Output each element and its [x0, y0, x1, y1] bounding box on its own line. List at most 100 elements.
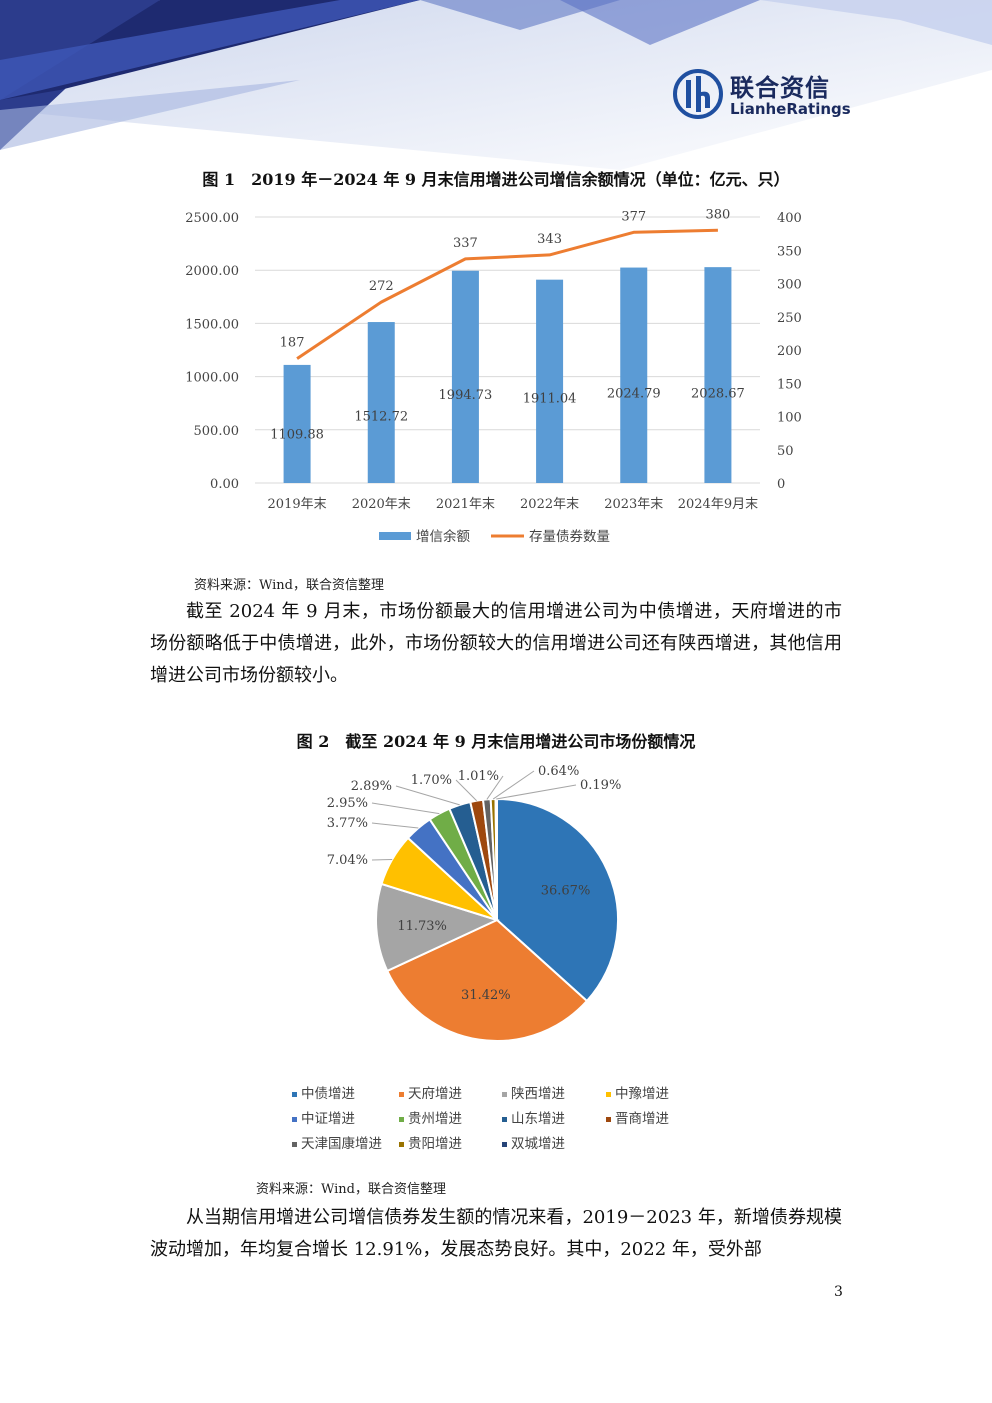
figure2-source: 资料来源：Wind，联合资信整理	[256, 1182, 446, 1197]
legend-label: 天津国康增进	[301, 1136, 382, 1152]
pie-slice-label: 2.95%	[327, 796, 368, 811]
bar-data-label: 1911.04	[523, 392, 577, 407]
legend-swatch	[606, 1116, 611, 1122]
line-data-label: 343	[537, 232, 562, 247]
line-data-label: 380	[706, 207, 731, 222]
pie-slice-label: 7.04%	[327, 853, 368, 868]
legend-item: 贵州增进	[399, 1107, 462, 1127]
legend-item: 山东增进	[502, 1107, 565, 1127]
pie-slice	[385, 918, 589, 1042]
legend-label-line: 存量债券数量	[529, 529, 610, 545]
x-axis-tick-label: 2019年末	[268, 497, 327, 512]
legend-label: 中证增进	[301, 1111, 355, 1127]
legend-swatch	[399, 1116, 404, 1122]
bar	[704, 267, 732, 483]
logo-mark-icon	[673, 69, 723, 119]
right-axis-tick-label: 200	[777, 344, 802, 359]
paragraph-1: 截至 2024 年 9 月末，市场份额最大的信用增进公司为中债增进，天府增进的市…	[150, 596, 842, 692]
legend-swatch	[292, 1091, 297, 1097]
bar	[536, 279, 564, 483]
legend-label-bar: 增信余额	[416, 528, 470, 545]
legend-item: 双城增进	[502, 1132, 565, 1152]
legend-swatch	[399, 1091, 404, 1097]
x-axis-tick-label: 2023年末	[604, 497, 663, 512]
legend-item: 天府增进	[399, 1082, 462, 1102]
bar	[367, 322, 395, 483]
line-series	[296, 228, 718, 360]
pie-slice-label: 2.89%	[351, 779, 392, 794]
left-axis-tick-label: 1000.00	[185, 371, 239, 386]
legend-label: 晋商增进	[615, 1111, 669, 1127]
line-data-label: 272	[369, 279, 394, 294]
pie-leader-line	[371, 802, 440, 815]
figure1-source: 资料来源：Wind，联合资信整理	[194, 578, 384, 593]
legend-swatch	[502, 1091, 507, 1097]
left-axis-tick-label: 1500.00	[185, 317, 239, 332]
legend-swatch	[292, 1116, 297, 1122]
bar	[283, 364, 311, 483]
pie-slice	[375, 882, 500, 973]
pie-leader-line	[486, 775, 504, 800]
header-banner	[0, 0, 992, 170]
legend-label: 中债增进	[301, 1086, 355, 1102]
legend-item: 中债增进	[292, 1082, 355, 1102]
right-axis-tick-label: 350	[777, 244, 802, 259]
pie-leader-line	[455, 779, 478, 802]
legend-item: 中豫增进	[606, 1082, 669, 1102]
legend-item: 贵阳增进	[399, 1132, 462, 1152]
pie-chart: 36.67% 31.42% 11.73% 7.04% 3.77% 2.95% 2.89% 1.…	[327, 764, 621, 1042]
legend-label: 中豫增进	[615, 1086, 669, 1102]
legend-item: 陕西增进	[502, 1082, 565, 1102]
legend-swatch	[502, 1141, 507, 1147]
pie-leader-line	[496, 784, 577, 800]
x-axis-tick-label: 2020年末	[352, 497, 411, 512]
line-data-label: 377	[621, 209, 646, 224]
bar-data-label: 2024.79	[607, 387, 661, 402]
legend-swatch	[502, 1116, 507, 1122]
legend-swatch-bar	[379, 532, 411, 540]
legend-label: 陕西增进	[511, 1086, 565, 1102]
pie-leader-line	[371, 822, 419, 829]
figure1-title: 图 1 2019 年－2024 年 9 月末信用增进公司增信余额情况（单位：亿元…	[202, 170, 790, 189]
legend-swatch	[399, 1141, 404, 1147]
legend-label: 双城增进	[511, 1136, 565, 1152]
legend-swatch	[606, 1091, 611, 1097]
pie-slice-label: 3.77%	[327, 816, 368, 831]
right-axis-tick-label: 150	[777, 377, 802, 392]
figure2-title: 图 2 截至 2024 年 9 月末信用增进公司市场份额情况	[296, 732, 696, 751]
right-axis-tick-label: 250	[777, 311, 802, 326]
pie-slice	[496, 797, 619, 1003]
bar-data-label: 1109.88	[270, 427, 324, 442]
bar-data-label: 1512.72	[354, 409, 408, 424]
pie-slice-label: 36.67%	[541, 883, 591, 898]
pie-slice-label: 1.01%	[458, 769, 499, 784]
legend-label: 山东增进	[511, 1111, 565, 1127]
right-axis-tick-label: 100	[777, 411, 802, 426]
bar	[620, 267, 648, 483]
right-axis-tick-label: 300	[777, 278, 802, 293]
left-axis-tick-label: 2500.00	[185, 211, 239, 226]
x-axis-tick-label: 2022年末	[520, 497, 579, 512]
paragraph-2: 从当期信用增进公司增信债券发生额的情况来看，2019－2023 年，新增债券规模…	[150, 1202, 842, 1266]
pie-leader-line	[395, 785, 460, 806]
legend-label: 天府增进	[408, 1086, 462, 1102]
left-axis-tick-label: 500.00	[194, 424, 240, 439]
bar-data-label: 2028.67	[691, 386, 745, 401]
paragraph-1-text: 截至 2024 年 9 月末，市场份额最大的信用增进公司为中债增进，天府增进的市…	[150, 601, 842, 686]
bar-data-label: 1994.73	[439, 388, 493, 403]
legend-label: 贵州增进	[408, 1111, 462, 1127]
left-axis-tick-label: 2000.00	[185, 264, 239, 279]
page-number: 3	[834, 1284, 843, 1300]
right-axis-tick-label: 400	[777, 211, 802, 226]
pie-leader-line	[492, 770, 535, 800]
legend-swatch	[292, 1141, 297, 1147]
x-axis-tick-label: 2024年9月末	[678, 497, 758, 512]
legend-item: 中证增进	[292, 1107, 355, 1127]
pie-slice-label: 11.73%	[397, 919, 447, 934]
logo-text-en: LianheRatings	[730, 100, 851, 118]
logo-text-cn: 联合资信	[730, 74, 830, 102]
paragraph-2-text: 从当期信用增进公司增信债券发生额的情况来看，2019－2023 年，新增债券规模…	[150, 1207, 842, 1260]
line-data-label: 337	[453, 236, 478, 251]
pie-slice-label: 0.64%	[538, 764, 579, 779]
company-logo: 联合资信 LianheRatings	[672, 68, 852, 124]
